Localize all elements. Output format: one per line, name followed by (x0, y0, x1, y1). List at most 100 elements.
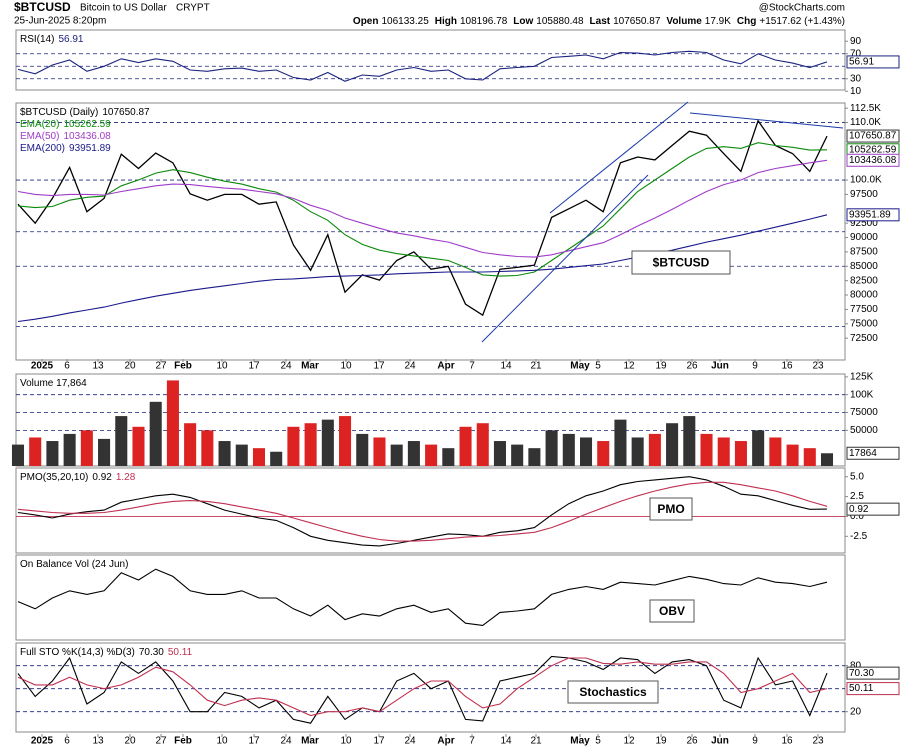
y-tick-label: 50000 (850, 425, 878, 436)
instrument-name: Bitcoin to US Dollar (80, 3, 167, 14)
volume-bar (666, 423, 679, 466)
x-tick-label: Feb (174, 736, 192, 747)
x-tick-label: 17 (373, 361, 385, 372)
x-tick-label: 14 (500, 736, 512, 747)
volume-bar (252, 448, 266, 466)
x-tick-label: Mar (301, 361, 319, 372)
title-value: 70.30 (139, 647, 164, 658)
quote-label: Last (590, 16, 611, 27)
last-value-box (846, 129, 900, 143)
volume-bar (115, 416, 128, 466)
volume-bar (614, 419, 627, 466)
series-line (17, 657, 828, 717)
volume-bar (373, 437, 386, 466)
credit: @StockCharts.com (759, 3, 845, 14)
y-tick-label: 75000 (850, 318, 878, 329)
title-value: 1.28 (116, 472, 136, 483)
quote-value: 17.9K (705, 16, 731, 27)
y-tick-label: 110.0K (850, 117, 881, 128)
volume-bar (425, 444, 438, 466)
y-tick-label: 0.0 (850, 511, 864, 522)
x-tick-label: 12 (623, 361, 635, 372)
legend-value: 103436.08 (63, 131, 111, 142)
title-value: 50.11 (168, 647, 193, 658)
y-tick-label: 2.5 (850, 491, 864, 502)
last-value-box (846, 682, 900, 696)
x-tick-label: 16 (781, 736, 793, 747)
y-tick-label: 100K (850, 389, 874, 400)
annotation: OBV (659, 604, 685, 618)
x-tick-label: 13 (92, 736, 104, 747)
x-tick-label: May (570, 736, 590, 747)
symbol: $BTCUSD (14, 0, 71, 14)
quote-value: +1517.62 (+1.43%) (759, 16, 845, 27)
exchange: CRYPT (176, 3, 210, 14)
y-tick-label: 72500 (850, 333, 878, 344)
x-tick-label: 24 (404, 736, 416, 747)
volume-bar (339, 416, 352, 466)
volume-bar (700, 433, 713, 466)
panel-title-text: Full STO %K(14,3) %D(3) (20, 647, 135, 658)
x-tick-label: 23 (812, 736, 824, 747)
x-tick-label: Feb (174, 361, 192, 372)
last-value-box (846, 153, 900, 167)
x-tick-label: 17 (248, 736, 260, 747)
volume-bar (80, 430, 93, 466)
last-value-label: 103436.08 (849, 155, 897, 166)
trendline (549, 101, 689, 214)
volume-bar (769, 437, 782, 466)
panel-title: Full STO %K(14,3) %D(3) 70.30 50.11 (20, 647, 193, 658)
x-tick-label: 20 (124, 361, 136, 372)
legend-name: EMA(200) (20, 143, 65, 154)
x-tick-label: 2025 (31, 361, 54, 372)
quote-label: Volume (666, 16, 702, 27)
y-tick-label: 82500 (850, 275, 878, 286)
legend-entry: EMA(50) 103436.08 (20, 131, 111, 142)
x-tick-label: 21 (530, 361, 542, 372)
x-tick-label: 6 (64, 736, 70, 747)
x-tick-label: 27 (155, 361, 167, 372)
volume-bar (29, 437, 42, 466)
volume-bar (562, 433, 575, 466)
volume-bar (63, 433, 76, 466)
legend-name: EMA(50) (20, 131, 59, 142)
last-value-label: 93951.89 (849, 209, 891, 220)
x-tick-label: 6 (64, 361, 70, 372)
volume-bar (803, 448, 816, 466)
y-tick-label: 20 (850, 706, 862, 717)
x-tick-label: 7 (469, 736, 475, 747)
last-value-label: 17864 (849, 448, 877, 459)
annotation-box (649, 599, 695, 623)
volume-bar (201, 430, 214, 466)
x-tick-label: 10 (340, 736, 352, 747)
volume-bar (734, 441, 747, 466)
quote-line: Open 106133.25 High 108196.78 Low 105880.48 La… (353, 16, 845, 27)
legend-entry: EMA(20) 105262.59 (20, 119, 111, 130)
volume-bar (528, 448, 541, 466)
x-tick-label: 12 (623, 736, 635, 747)
volume-bar (390, 444, 403, 466)
last-value-box (846, 446, 900, 460)
volume-bar (476, 423, 489, 466)
legend-entry: EMA(200) 93951.89 (20, 143, 111, 154)
x-tick-label: 5 (595, 736, 601, 747)
quote-label: Chg (737, 16, 756, 27)
volume-bar (442, 448, 455, 466)
x-tick-label: 10 (340, 361, 352, 372)
last-value-box (846, 208, 900, 222)
y-tick-label: 90000 (850, 232, 878, 243)
last-value-label: 50.11 (849, 683, 874, 694)
last-value-label: 0.92 (849, 504, 869, 515)
series-line (17, 214, 828, 323)
volume-bar (511, 444, 524, 466)
x-tick-label: Jun (711, 736, 729, 747)
last-value-label: 70.30 (849, 668, 874, 679)
series-line (17, 655, 828, 724)
datetime: 25-Jun-2025 8:20pm (14, 16, 106, 27)
x-tick-label: 26 (686, 361, 698, 372)
volume-bar (752, 430, 765, 466)
legend-value: 105262.59 (63, 119, 111, 130)
volume-bar (407, 441, 420, 466)
x-tick-label: 20 (124, 736, 136, 747)
